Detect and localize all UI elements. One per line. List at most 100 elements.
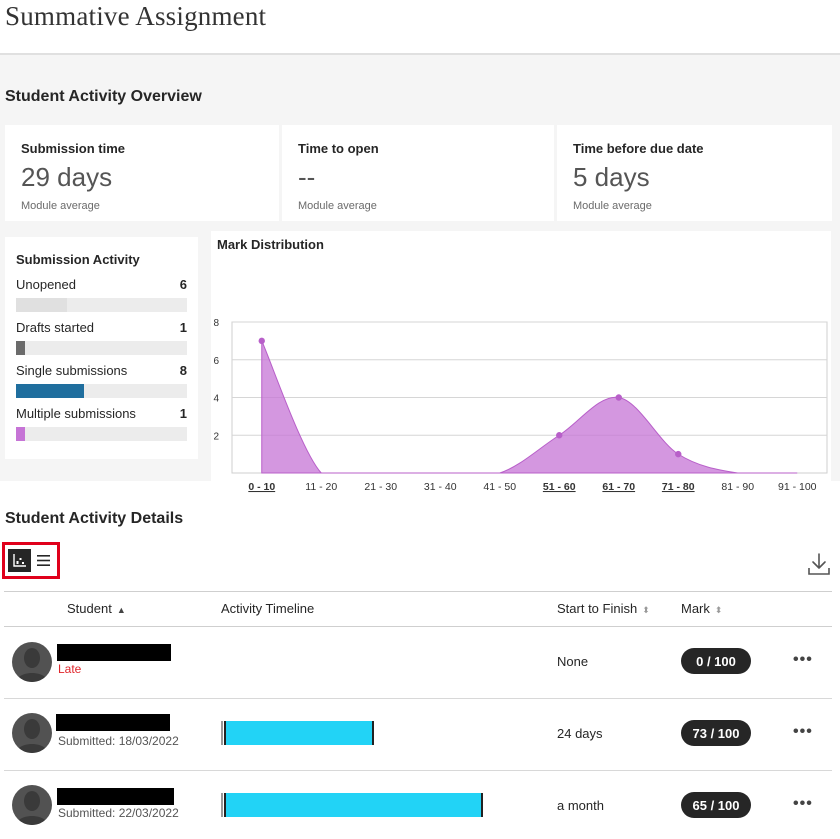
list-view-button[interactable] bbox=[32, 549, 55, 572]
timeline-start-marker bbox=[221, 793, 223, 817]
mark-badge[interactable]: 65 / 100 bbox=[681, 792, 751, 818]
sort-icon: ⬍ bbox=[642, 605, 650, 615]
avatar-placeholder-icon bbox=[16, 791, 48, 825]
submission-row-count: 1 bbox=[179, 320, 187, 335]
stat-sublabel: Module average bbox=[298, 200, 377, 212]
download-button[interactable] bbox=[806, 551, 832, 577]
column-header-label: Mark bbox=[681, 601, 710, 616]
submission-row-track bbox=[16, 298, 187, 312]
mark-distribution-card: 2 4 6 8 0 - 10 11 - 20 21 - 30 31 - 40 41 - 50 51… bbox=[211, 231, 831, 505]
mark-distribution-chart: 2 4 6 8 0 - 10 11 - 20 21 - 30 31 - 40 41 - 50 51… bbox=[213, 318, 828, 493]
stat-value: 29 days bbox=[21, 162, 113, 192]
start-to-finish-value: None bbox=[557, 654, 589, 669]
student-status: Submitted: 22/03/2022 bbox=[58, 806, 179, 820]
table-row: Submitted: 22/03/2022 a month 65 / 100 •… bbox=[4, 771, 832, 839]
data-point bbox=[556, 432, 563, 439]
sort-up-icon: ▲ bbox=[116, 605, 126, 615]
column-header-mark[interactable]: Mark ⬍ bbox=[681, 601, 722, 616]
timeline-start-marker bbox=[221, 721, 223, 745]
data-point bbox=[615, 394, 622, 401]
x-tick-label: 61 - 70 bbox=[602, 481, 635, 493]
x-tick-label: 31 - 40 bbox=[424, 481, 457, 493]
submission-row-track bbox=[16, 341, 187, 355]
more-options-button[interactable]: ••• bbox=[793, 651, 813, 668]
submission-row-fill bbox=[16, 427, 25, 441]
student-name-redacted[interactable] bbox=[56, 714, 170, 731]
chart-view-button[interactable] bbox=[8, 549, 31, 572]
submission-row-single: Single submissions 8 bbox=[16, 363, 187, 403]
y-tick-label: 8 bbox=[213, 318, 219, 329]
more-options-button[interactable]: ••• bbox=[793, 795, 813, 812]
submission-row-count: 8 bbox=[179, 363, 187, 378]
x-tick-label: 91 - 100 bbox=[778, 481, 817, 493]
sort-icon: ⬍ bbox=[714, 605, 723, 615]
distribution-area bbox=[261, 340, 798, 474]
x-tick-label: 71 - 80 bbox=[662, 481, 695, 493]
start-to-finish-value: 24 days bbox=[557, 726, 603, 741]
x-tick-label: 0 - 10 bbox=[248, 481, 275, 493]
stat-value: 5 days bbox=[573, 162, 650, 192]
data-point bbox=[258, 337, 265, 345]
x-tick-label: 21 - 30 bbox=[364, 481, 397, 493]
submission-row-track bbox=[16, 427, 187, 441]
submission-row-fill bbox=[16, 384, 85, 398]
mark-badge[interactable]: 0 / 100 bbox=[681, 648, 751, 674]
submission-row-fill bbox=[16, 341, 25, 355]
y-tick-label: 6 bbox=[213, 356, 219, 367]
table-row: Submitted: 18/03/2022 24 days 73 / 100 •… bbox=[4, 699, 832, 771]
stat-label: Time before due date bbox=[573, 141, 704, 156]
submission-row-drafts: Drafts started 1 bbox=[16, 320, 187, 360]
chart-view-icon bbox=[13, 554, 26, 567]
chart-title: Mark Distribution bbox=[217, 237, 324, 252]
column-header-label: Activity Timeline bbox=[221, 601, 315, 616]
student-status: Late bbox=[58, 662, 82, 676]
stat-card-submission-time: Submission time 29 days Module average bbox=[5, 125, 279, 221]
column-header-start-to-finish[interactable]: Start to Finish ⬍ bbox=[557, 601, 650, 616]
x-tick-label: 41 - 50 bbox=[483, 481, 516, 493]
y-tick-label: 4 bbox=[213, 394, 219, 405]
page-title: Summative Assignment bbox=[5, 1, 267, 31]
x-tick-label: 51 - 60 bbox=[543, 481, 576, 493]
header-rule bbox=[4, 626, 832, 627]
submission-row-unopened: Unopened 6 bbox=[16, 277, 187, 317]
submission-row-count: 1 bbox=[179, 406, 187, 421]
column-header-timeline: Activity Timeline bbox=[221, 601, 314, 616]
details-title: Student Activity Details bbox=[5, 510, 184, 527]
student-status: Submitted: 18/03/2022 bbox=[58, 734, 179, 748]
student-name-redacted[interactable] bbox=[57, 788, 174, 805]
stat-label: Submission time bbox=[21, 141, 126, 156]
column-header-student[interactable]: Student ▲ bbox=[67, 601, 126, 616]
column-header-label: Start to Finish bbox=[557, 601, 638, 616]
stat-card-time-before-due: Time before due date 5 days Module avera… bbox=[557, 125, 832, 221]
x-tick-label: 81 - 90 bbox=[721, 481, 754, 493]
list-view-icon bbox=[37, 555, 50, 566]
avatar bbox=[12, 713, 52, 753]
submission-row-count: 6 bbox=[179, 277, 187, 292]
student-name-redacted[interactable] bbox=[57, 644, 171, 661]
submission-activity-card: Submission Activity Unopened 6 Drafts st… bbox=[5, 237, 198, 459]
start-to-finish-value: a month bbox=[557, 798, 604, 813]
y-tick-label: 2 bbox=[213, 431, 219, 442]
stat-label: Time to open bbox=[298, 141, 379, 156]
download-icon bbox=[808, 553, 830, 575]
submission-row-multiple: Multiple submissions 1 bbox=[16, 406, 187, 446]
avatar bbox=[12, 785, 52, 825]
avatar-placeholder-icon bbox=[16, 648, 48, 682]
submission-row-label: Multiple submissions bbox=[16, 406, 136, 421]
activity-timeline-bar[interactable] bbox=[224, 793, 483, 817]
data-point bbox=[675, 450, 682, 458]
stat-sublabel: Module average bbox=[573, 200, 652, 212]
more-options-button[interactable]: ••• bbox=[793, 723, 813, 740]
x-tick-label: 11 - 20 bbox=[305, 481, 337, 493]
activity-timeline-bar[interactable] bbox=[224, 721, 374, 745]
stat-card-time-to-open: Time to open -- Module average bbox=[282, 125, 554, 221]
view-toggle bbox=[2, 542, 60, 579]
table-row: Late None 0 / 100 ••• bbox=[4, 627, 832, 699]
submission-row-label: Drafts started bbox=[16, 320, 95, 335]
submission-row-label: Single submissions bbox=[16, 363, 128, 378]
stat-sublabel: Module average bbox=[21, 200, 100, 212]
submission-row-label: Unopened bbox=[16, 277, 76, 292]
title-divider bbox=[0, 53, 840, 55]
mark-badge[interactable]: 73 / 100 bbox=[681, 720, 751, 746]
column-header-label: Student bbox=[67, 601, 112, 616]
